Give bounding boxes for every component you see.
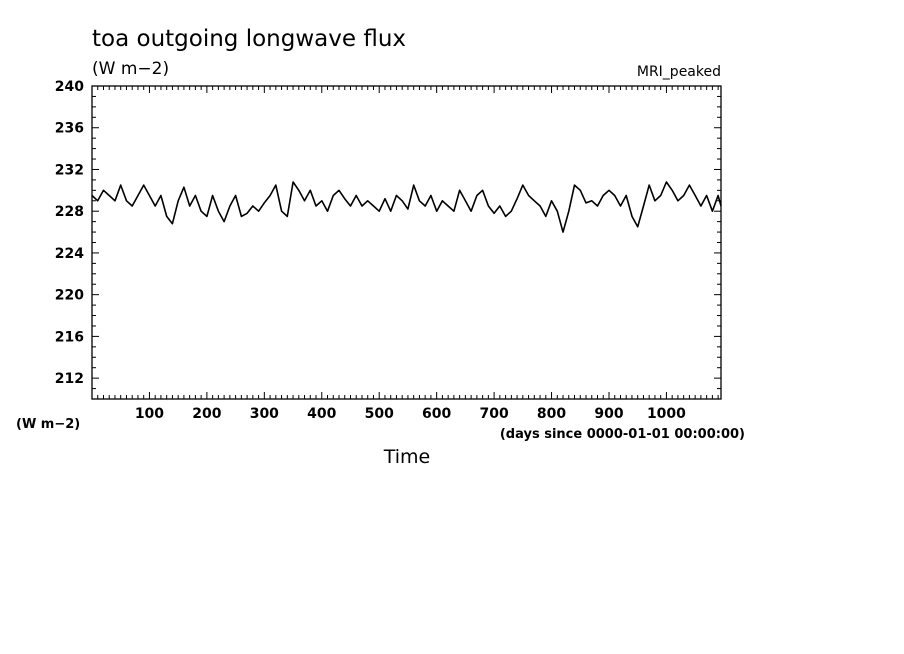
y-tick-label: 240: [55, 79, 84, 95]
y-tick-label: 212: [55, 371, 84, 387]
x-tick-label: 700: [479, 406, 508, 422]
y-tick-label: 232: [55, 162, 84, 178]
x-tick-label: 100: [135, 406, 164, 422]
x-tick-label: 200: [192, 406, 221, 422]
y-tick-label: 216: [55, 329, 84, 345]
y-tick-label: 236: [55, 121, 84, 137]
y-tick-label: 220: [55, 288, 84, 304]
y-axis-units-label: (W m−2): [16, 417, 80, 432]
chart-title: toa outgoing longwave flux: [92, 26, 406, 52]
x-axis-units-label: (days since 0000-01-01 00:00:00): [500, 427, 745, 442]
y-tick-label: 224: [55, 246, 84, 262]
y-tick-label: 228: [55, 204, 84, 220]
y-axis-ticks: 212 216 220 224 228 232 236 240: [55, 79, 721, 400]
model-label: MRI_peaked: [637, 64, 721, 80]
series-line: [91, 181, 722, 233]
x-tick-label: 300: [250, 406, 279, 422]
chart-units: (W m−2): [92, 59, 169, 79]
x-tick-label: 400: [307, 406, 336, 422]
x-tick-label: 900: [594, 406, 623, 422]
x-axis-ticks: 100 200 300 400 500 600 700 800 900 1000: [97, 86, 719, 422]
x-tick-label: 600: [422, 406, 451, 422]
x-tick-label: 800: [537, 406, 566, 422]
plot-frame: [91, 85, 722, 400]
x-axis-label: Time: [383, 446, 431, 468]
x-tick-label: 500: [365, 406, 394, 422]
x-tick-label: 1000: [647, 406, 686, 422]
